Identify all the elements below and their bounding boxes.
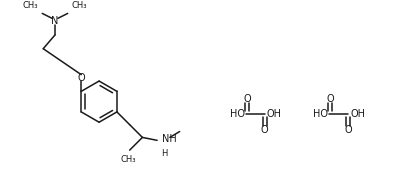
Text: CH₃: CH₃ <box>23 1 38 11</box>
Text: N: N <box>51 16 59 26</box>
Text: O: O <box>326 94 334 104</box>
Text: CH₃: CH₃ <box>72 1 87 11</box>
Text: O: O <box>78 73 85 83</box>
Text: O: O <box>344 125 352 135</box>
Text: CH₃: CH₃ <box>121 155 137 164</box>
Text: H: H <box>161 149 167 158</box>
Text: O: O <box>243 94 251 104</box>
Text: OH: OH <box>267 109 282 119</box>
Text: HO: HO <box>230 109 245 119</box>
Text: OH: OH <box>350 109 365 119</box>
Text: O: O <box>261 125 269 135</box>
Text: NH: NH <box>162 134 177 144</box>
Text: HO: HO <box>314 109 328 119</box>
